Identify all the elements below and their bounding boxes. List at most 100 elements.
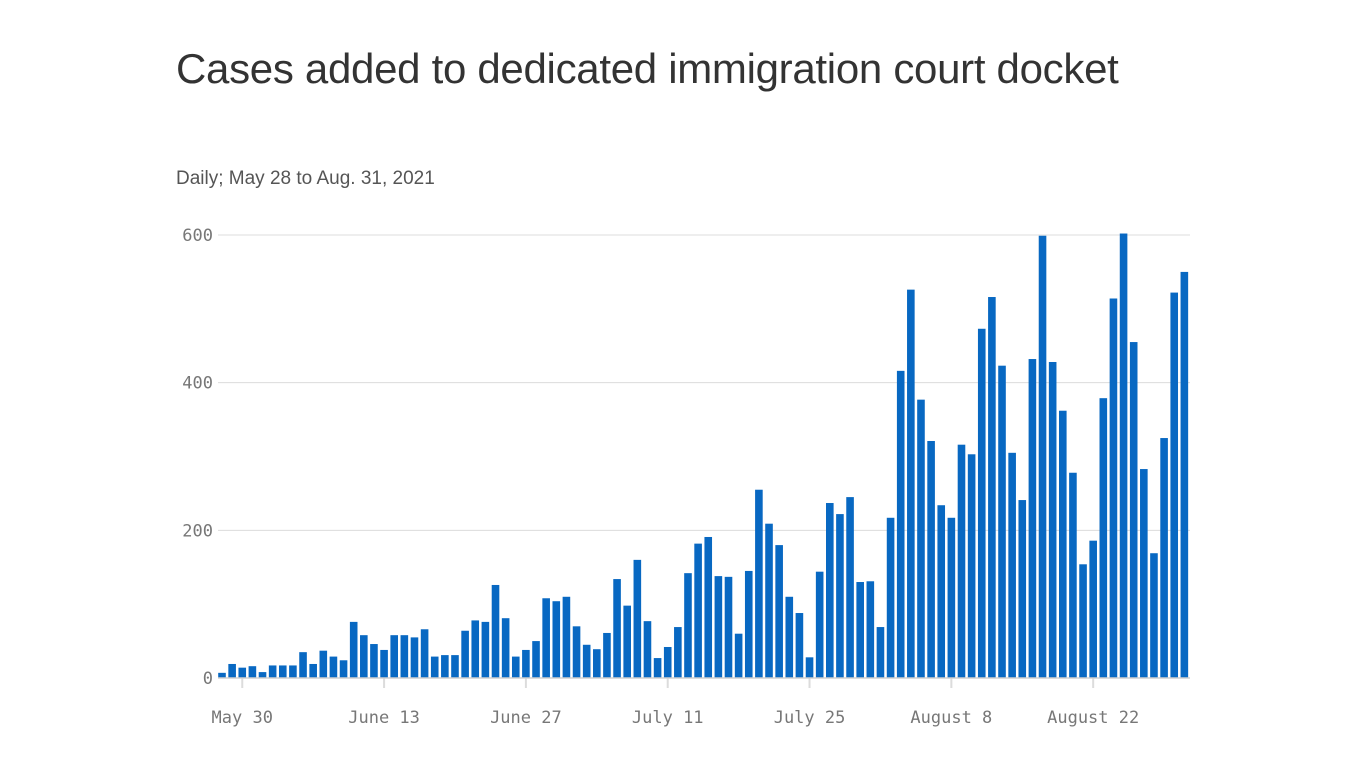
bar: [309, 663, 317, 678]
bar: [1058, 410, 1067, 678]
bar: [613, 579, 621, 678]
bar: [430, 656, 439, 678]
bar: [927, 440, 935, 678]
x-tick-label: August 8: [910, 708, 992, 728]
bar: [653, 658, 662, 678]
x-tick-label: July 25: [774, 708, 846, 728]
bar: [441, 655, 449, 678]
bar: [795, 613, 804, 678]
bar: [1028, 359, 1037, 678]
y-tick-label: 600: [182, 226, 213, 246]
bar: [238, 667, 247, 678]
bar: [1140, 469, 1148, 678]
bar: [248, 666, 257, 678]
bar: [218, 672, 226, 678]
bar: [785, 596, 794, 678]
bar: [420, 629, 429, 678]
chart-title: Cases added to dedicated immigration cou…: [176, 45, 1119, 92]
bar: [522, 649, 530, 678]
bar: [278, 665, 287, 678]
bar: [410, 637, 419, 678]
bar: [826, 503, 834, 678]
bar: [684, 573, 692, 678]
bar: [593, 649, 601, 678]
bar: [268, 665, 277, 678]
bar: [917, 399, 925, 678]
bar: [633, 559, 642, 678]
bar: [947, 517, 956, 678]
bar: [258, 672, 267, 678]
bar: [481, 621, 490, 678]
bar: [491, 584, 500, 678]
bar: [1180, 271, 1189, 678]
bar: [501, 618, 510, 678]
bar: [1099, 398, 1108, 678]
bar: [1038, 235, 1047, 678]
bar: [228, 663, 236, 678]
bar: [339, 660, 348, 678]
bar: [714, 576, 723, 678]
bar: [370, 644, 378, 678]
bar: [734, 633, 743, 678]
bar: [400, 635, 409, 678]
bar: [349, 621, 358, 678]
chart-subtitle: Daily; May 28 to Aug. 31, 2021: [176, 168, 435, 189]
bar: [1150, 553, 1158, 678]
x-tick-label: May 30: [212, 708, 273, 728]
bar: [815, 571, 824, 678]
bar: [461, 630, 469, 678]
bar: [957, 444, 966, 678]
bar: [562, 596, 571, 678]
bar: [886, 517, 895, 678]
bar: [1109, 298, 1118, 678]
bar: [380, 649, 388, 678]
bar: [451, 655, 459, 678]
bar: [937, 505, 946, 678]
bar: [572, 626, 581, 678]
y-tick-label: 0: [203, 669, 213, 689]
bar: [623, 605, 631, 678]
bar: [1008, 452, 1016, 678]
bar: [998, 365, 1006, 678]
bar: [1119, 233, 1128, 679]
bar: [1160, 438, 1168, 678]
bar: [471, 620, 480, 678]
bar: [744, 570, 753, 678]
bar: [1069, 472, 1077, 678]
bar: [775, 545, 783, 678]
bar: [542, 598, 550, 678]
bar: [299, 652, 307, 678]
bar: [390, 635, 399, 678]
bar: [329, 656, 338, 678]
bar: [1129, 342, 1138, 678]
bar: [643, 621, 652, 678]
bar: [289, 665, 297, 678]
bar: [836, 514, 844, 678]
bar: [694, 543, 702, 678]
bar: [582, 644, 591, 678]
bar: [977, 328, 986, 678]
bar: [907, 289, 915, 678]
y-tick-label: 200: [182, 521, 213, 541]
bar: [765, 523, 773, 678]
bar: [1170, 292, 1179, 678]
bar: [856, 582, 864, 678]
bar: [755, 489, 763, 678]
bar: [866, 581, 875, 678]
bar: [511, 656, 520, 678]
bar: [663, 646, 672, 678]
bar: [1089, 540, 1097, 678]
bar: [360, 635, 368, 678]
bar: [1079, 564, 1087, 678]
y-tick-label: 400: [182, 374, 213, 394]
x-tick-label: July 11: [632, 708, 704, 728]
bar: [846, 497, 854, 678]
bar: [532, 641, 540, 678]
bar: [805, 657, 814, 678]
bar: [1048, 361, 1057, 678]
x-tick-label: June 13: [348, 708, 420, 728]
bar: [603, 632, 611, 678]
bar: [1018, 500, 1027, 678]
bar: [724, 576, 733, 678]
